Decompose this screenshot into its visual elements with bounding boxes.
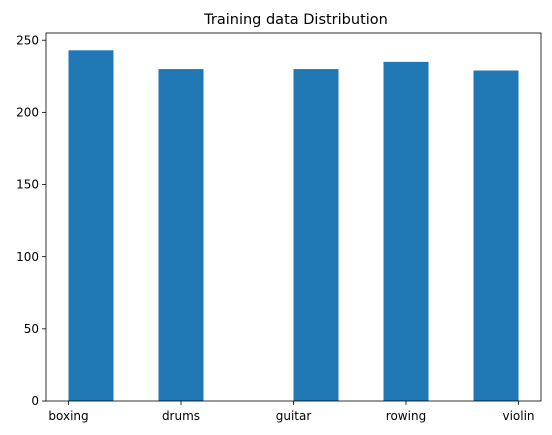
y-tick-label-2: 100	[16, 250, 39, 264]
bar-0	[68, 50, 114, 401]
x-tick-label-3: rowing	[386, 409, 426, 423]
y-axis: 0 50 100 150 200 250	[16, 33, 46, 408]
x-tick-label-1: drums	[162, 409, 200, 423]
y-tick-label-5: 250	[16, 33, 39, 47]
x-tick-label-4: violin	[502, 409, 534, 423]
x-tick-label-0: boxing	[48, 409, 88, 423]
bar-4	[473, 70, 519, 401]
chart-title: Training data Distribution	[203, 12, 388, 28]
x-axis: boxing drums guitar rowing violin	[48, 401, 535, 423]
bar-3	[383, 61, 429, 402]
bar-1	[158, 69, 204, 401]
y-tick-label-4: 200	[16, 106, 39, 120]
plot-frame	[45, 32, 542, 402]
bar-2	[293, 69, 339, 401]
y-tick-label-3: 150	[16, 178, 39, 192]
bars-layer	[68, 50, 519, 402]
y-tick-label-0: 0	[31, 394, 39, 408]
x-tick-label-2: guitar	[276, 409, 312, 423]
y-tick-label-1: 50	[24, 322, 39, 336]
